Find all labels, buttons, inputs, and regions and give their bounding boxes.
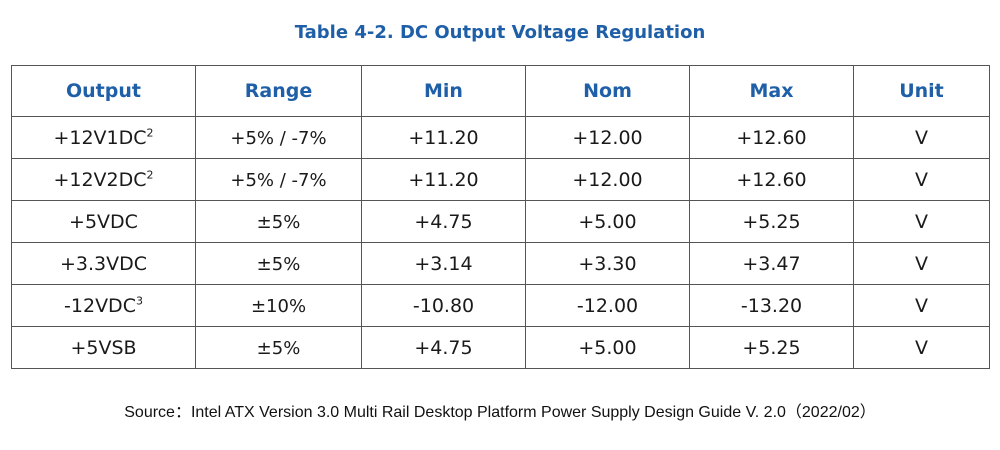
nom-cell: -12.00 xyxy=(525,284,690,327)
nom-cell: +5.00 xyxy=(525,326,690,369)
column-header-nom: Nom xyxy=(525,65,690,117)
max-cell: -13.20 xyxy=(689,284,854,327)
unit-cell: V xyxy=(853,158,990,201)
range-cell: ±5% xyxy=(195,200,362,243)
source-note: Source：Intel ATX Version 3.0 Multi Rail … xyxy=(124,404,876,421)
output-cell: +5VDC xyxy=(11,200,196,243)
column-header-min: Min xyxy=(361,65,526,117)
column-header-output: Output xyxy=(11,65,196,117)
min-cell: +3.14 xyxy=(361,242,526,285)
max-cell: +5.25 xyxy=(689,326,854,369)
table-title: Table 4-2. DC Output Voltage Regulation xyxy=(294,22,706,43)
unit-cell: V xyxy=(853,326,990,369)
output-cell: -12VDC3 xyxy=(11,284,196,327)
min-cell: +11.20 xyxy=(361,158,526,201)
range-cell: +5% / -7% xyxy=(195,116,362,159)
output-cell: +5VSB xyxy=(11,326,196,369)
range-cell: ±10% xyxy=(195,284,362,327)
min-cell: +4.75 xyxy=(361,326,526,369)
column-header-unit: Unit xyxy=(853,65,990,117)
output-cell: +12V2DC2 xyxy=(11,158,196,201)
range-cell: ±5% xyxy=(195,242,362,285)
output-cell: +12V1DC2 xyxy=(11,116,196,159)
unit-cell: V xyxy=(853,200,990,243)
nom-cell: +3.30 xyxy=(525,242,690,285)
nom-cell: +12.00 xyxy=(525,158,690,201)
unit-cell: V xyxy=(853,242,990,285)
regulation-table: Output Range Min Nom Max Unit +12V1DC2 +… xyxy=(11,65,990,369)
table-row: +3.3VDC ±5% +3.14 +3.30 +3.47 V xyxy=(11,242,990,285)
unit-cell: V xyxy=(853,284,990,327)
min-cell: +4.75 xyxy=(361,200,526,243)
header-row: Output Range Min Nom Max Unit xyxy=(11,65,990,117)
table-row: +5VDC ±5% +4.75 +5.00 +5.25 V xyxy=(11,200,990,243)
column-header-range: Range xyxy=(195,65,362,117)
max-cell: +12.60 xyxy=(689,116,854,159)
table-row: +12V1DC2 +5% / -7% +11.20 +12.00 +12.60 … xyxy=(11,116,990,159)
nom-cell: +12.00 xyxy=(525,116,690,159)
table-row: -12VDC3 ±10% -10.80 -12.00 -13.20 V xyxy=(11,284,990,327)
unit-cell: V xyxy=(853,116,990,159)
table-row: +12V2DC2 +5% / -7% +11.20 +12.00 +12.60 … xyxy=(11,158,990,201)
max-cell: +3.47 xyxy=(689,242,854,285)
column-header-max: Max xyxy=(689,65,854,117)
range-cell: ±5% xyxy=(195,326,362,369)
range-cell: +5% / -7% xyxy=(195,158,362,201)
table-row: +5VSB ±5% +4.75 +5.00 +5.25 V xyxy=(11,326,990,369)
max-cell: +12.60 xyxy=(689,158,854,201)
min-cell: -10.80 xyxy=(361,284,526,327)
nom-cell: +5.00 xyxy=(525,200,690,243)
max-cell: +5.25 xyxy=(689,200,854,243)
min-cell: +11.20 xyxy=(361,116,526,159)
output-cell: +3.3VDC xyxy=(11,242,196,285)
